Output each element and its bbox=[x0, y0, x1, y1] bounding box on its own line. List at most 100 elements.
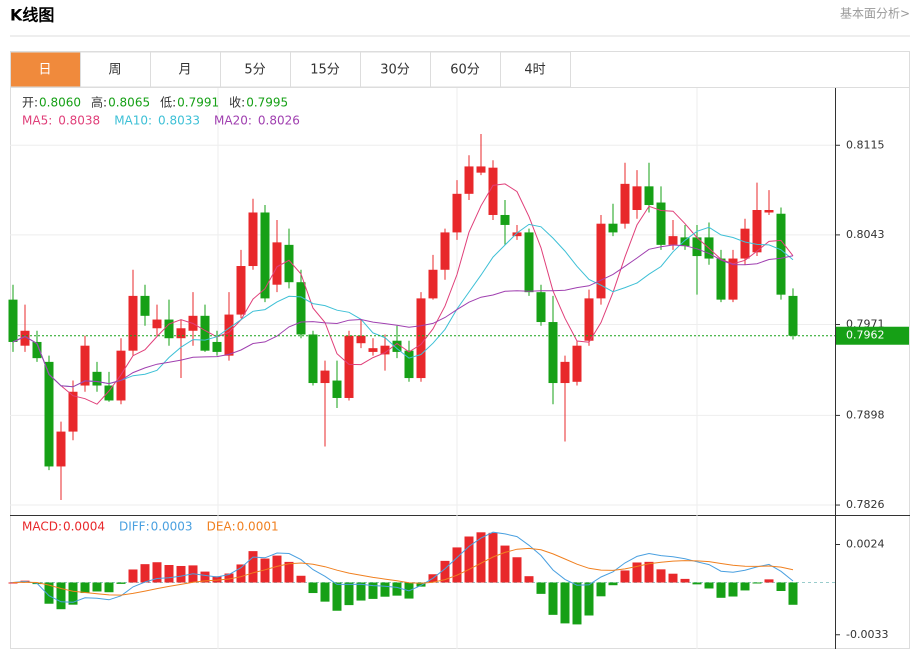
ma-legend-value: 0.8033 bbox=[158, 114, 200, 128]
macd-bar bbox=[296, 575, 306, 583]
macd-bar bbox=[644, 561, 654, 583]
candle-body bbox=[368, 348, 378, 352]
macd-bar bbox=[608, 582, 618, 586]
tab-label[interactable]: 60分 bbox=[450, 63, 480, 78]
macd-bar bbox=[572, 582, 582, 625]
ma-legend-value: 0.8038 bbox=[58, 114, 100, 128]
candle-body bbox=[716, 258, 726, 300]
info-label: 开: bbox=[22, 96, 38, 110]
last-price-tag bbox=[836, 326, 909, 345]
ma-line bbox=[12, 223, 794, 388]
macd-bar bbox=[620, 570, 630, 583]
tab-label[interactable]: 30分 bbox=[380, 63, 410, 78]
candle-body bbox=[296, 282, 306, 335]
candle-body bbox=[644, 186, 654, 206]
ma-line bbox=[12, 244, 794, 388]
candle-body bbox=[536, 292, 546, 323]
macd-bar bbox=[44, 582, 54, 604]
tab-label[interactable]: 月 bbox=[178, 63, 191, 78]
macd-bar bbox=[692, 582, 702, 585]
tab-label[interactable]: 日 bbox=[38, 63, 51, 78]
candle-body bbox=[104, 385, 114, 401]
candle-body bbox=[476, 166, 486, 173]
macd-bar bbox=[716, 582, 726, 598]
macd-bar bbox=[752, 582, 762, 584]
candle-body bbox=[224, 314, 234, 356]
macd-bar bbox=[476, 532, 486, 583]
macd-legend-value: 0.0001 bbox=[237, 520, 279, 534]
candle-body bbox=[608, 223, 618, 233]
candle-body bbox=[140, 295, 150, 316]
macd-bar bbox=[212, 576, 222, 583]
info-value: 0.8065 bbox=[108, 96, 150, 110]
macd-legend-value: 0.0003 bbox=[151, 520, 193, 534]
macd-bar bbox=[380, 582, 390, 597]
macd-bar bbox=[80, 582, 90, 594]
macd-bar bbox=[536, 582, 546, 594]
candle-body bbox=[656, 202, 666, 245]
tab-label[interactable]: 周 bbox=[108, 63, 121, 78]
macd-bar bbox=[548, 582, 558, 615]
diff-line bbox=[12, 531, 794, 603]
candle-body bbox=[620, 183, 630, 224]
candle-body bbox=[668, 236, 678, 245]
macd-bar bbox=[200, 571, 210, 583]
tab-label[interactable]: 15分 bbox=[310, 63, 340, 78]
macd-bar bbox=[740, 582, 750, 591]
y-tick-label: 0.7898 bbox=[846, 408, 885, 421]
ma-legend-name: MA20 bbox=[214, 114, 248, 128]
tab[interactable] bbox=[80, 51, 151, 88]
candle-body bbox=[680, 237, 690, 247]
candle-body bbox=[392, 340, 402, 352]
macd-bar bbox=[224, 573, 234, 583]
tab-label[interactable]: 4时 bbox=[524, 63, 545, 78]
candle-body bbox=[44, 361, 54, 467]
macd-bar bbox=[452, 547, 462, 583]
macd-tick-label: 0.0024 bbox=[846, 538, 885, 551]
macd-bar bbox=[140, 564, 150, 583]
ma-legend-name: MA5 bbox=[22, 114, 48, 128]
tab-label[interactable]: 5分 bbox=[244, 63, 265, 78]
macd-bar bbox=[356, 582, 366, 601]
macd-bar bbox=[308, 582, 318, 594]
tab[interactable] bbox=[290, 51, 361, 88]
candle-body bbox=[632, 186, 642, 210]
macd-bar bbox=[368, 582, 378, 599]
candle-body bbox=[80, 345, 90, 386]
candle-body bbox=[584, 298, 594, 341]
candle-body bbox=[440, 232, 450, 270]
candle-body bbox=[692, 237, 702, 257]
candle-body bbox=[740, 228, 750, 259]
candle-body bbox=[764, 210, 774, 213]
macd-bar bbox=[236, 564, 246, 583]
macd-bar bbox=[392, 582, 402, 596]
candle-body bbox=[260, 212, 270, 299]
candle-body bbox=[776, 213, 786, 295]
candle-body bbox=[284, 244, 294, 283]
candle-body bbox=[272, 242, 282, 285]
macd-legend-colon: : bbox=[58, 520, 62, 534]
candle-body bbox=[488, 167, 498, 215]
analysis-link[interactable]: 基本面分析> bbox=[840, 7, 910, 21]
info-label: 低: bbox=[160, 96, 176, 110]
macd-bar bbox=[704, 582, 714, 589]
candle-body bbox=[356, 335, 366, 344]
macd-bar bbox=[56, 582, 66, 610]
candle-body bbox=[452, 193, 462, 233]
macd-bar bbox=[8, 582, 18, 584]
tab[interactable] bbox=[500, 51, 571, 88]
macd-bar bbox=[344, 582, 354, 606]
y-tick-label: 0.7826 bbox=[846, 498, 885, 511]
candle-body bbox=[164, 319, 174, 339]
info-label: 收: bbox=[229, 96, 245, 110]
tab[interactable] bbox=[10, 51, 81, 88]
candle-body bbox=[152, 319, 162, 329]
macd-bar bbox=[440, 560, 450, 583]
macd-bar bbox=[284, 561, 294, 583]
candle-body bbox=[416, 298, 426, 379]
candle-body bbox=[728, 258, 738, 300]
candle-body bbox=[524, 232, 534, 293]
macd-bar bbox=[152, 562, 162, 583]
macd-bar bbox=[764, 579, 774, 583]
